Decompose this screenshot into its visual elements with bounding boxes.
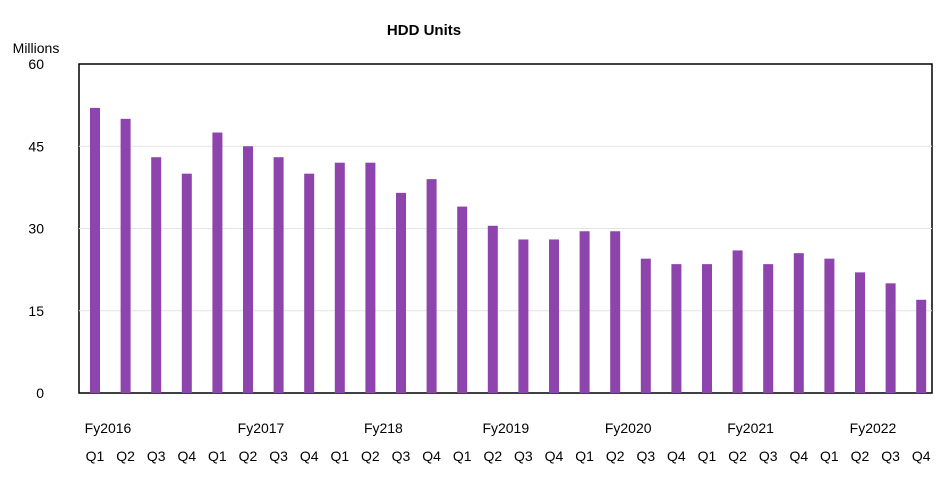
bar: [855, 272, 865, 393]
bar: [671, 264, 682, 393]
y-axis-label: Millions: [13, 40, 60, 56]
x-tick-label: Q1: [86, 448, 105, 464]
x-tick-label: Q2: [728, 448, 747, 464]
x-tick-label: Q3: [147, 448, 166, 464]
bar: [273, 157, 284, 393]
x-tick-label: Q4: [667, 448, 686, 464]
x-tick-label: Q2: [361, 448, 380, 464]
bar: [457, 206, 468, 393]
x-tick-label: Q2: [239, 448, 258, 464]
x-tick-label: Q1: [575, 448, 594, 464]
x-tick-label: Q2: [606, 448, 625, 464]
bar: [579, 231, 590, 393]
x-tick-label: Q4: [545, 448, 564, 464]
bar: [90, 107, 100, 393]
gridlines: [79, 145, 932, 312]
bar: [334, 162, 345, 393]
bar: [518, 239, 529, 393]
x-tick-label: Q1: [698, 448, 717, 464]
bar: [151, 157, 162, 393]
bar: [793, 253, 804, 393]
bars: [90, 107, 927, 393]
bar: [824, 258, 835, 393]
bar: [732, 250, 743, 393]
x-tick-label: Q4: [789, 448, 808, 464]
x-tick-label: Q3: [881, 448, 900, 464]
fiscal-year-label: Fy2017: [238, 420, 285, 436]
x-tick-label: Q4: [422, 448, 441, 464]
x-tick-label: Q1: [330, 448, 349, 464]
x-tick-label: Q3: [269, 448, 288, 464]
y-tick-label: 30: [28, 221, 44, 237]
bar: [763, 264, 774, 393]
bar: [426, 179, 437, 393]
x-tick-label: Q3: [392, 448, 411, 464]
bar: [610, 231, 621, 393]
bar: [549, 239, 559, 393]
fiscal-year-label: Fy2021: [727, 420, 774, 436]
chart-title: HDD Units: [387, 22, 461, 39]
x-axis-quarter-labels: Q1 Q2 Q3 Q4 Q1 Q2 Q3 Q4 Q1 Q2 Q3 Q4 Q1 Q2 Q3 Q4 Q1 Q2 Q3 Q4…: [86, 448, 931, 464]
bar: [396, 192, 406, 393]
x-tick-label: Q3: [636, 448, 655, 464]
x-tick-label: Q2: [116, 448, 135, 464]
bar: [212, 132, 223, 393]
x-tick-label: Q1: [820, 448, 839, 464]
bar: [181, 173, 192, 393]
fiscal-year-label: Fy2022: [850, 420, 897, 436]
y-axis-ticks: 0 15 30 45 60: [28, 56, 44, 401]
fiscal-year-label: Fy2020: [605, 420, 652, 436]
y-tick-label: 45: [28, 138, 44, 154]
bar: [487, 225, 498, 393]
fiscal-year-label: Fy218: [364, 420, 403, 436]
y-tick-label: 15: [28, 303, 44, 319]
fiscal-year-label: Fy2019: [482, 420, 529, 436]
bar: [885, 283, 896, 393]
bar: [243, 146, 253, 393]
fiscal-year-label: Fy2016: [85, 420, 132, 436]
x-tick-label: Q2: [851, 448, 870, 464]
x-tick-label: Q3: [514, 448, 533, 464]
bar: [702, 264, 712, 393]
x-tick-label: Q1: [453, 448, 472, 464]
y-tick-label: 0: [36, 385, 44, 401]
bar: [365, 162, 376, 393]
x-tick-label: Q2: [483, 448, 502, 464]
bar: [304, 173, 315, 393]
bar: [120, 118, 131, 393]
x-axis-fiscal-year-labels: Fy2016 Fy2017 Fy218 Fy2019 Fy2020 Fy2021 Fy202…: [85, 420, 897, 436]
x-tick-label: Q4: [300, 448, 319, 464]
bar: [916, 299, 927, 393]
x-tick-label: Q4: [177, 448, 196, 464]
x-tick-label: Q1: [208, 448, 227, 464]
bar: [640, 258, 651, 393]
x-tick-label: Q4: [912, 448, 931, 464]
x-tick-label: Q3: [759, 448, 778, 464]
y-tick-label: 60: [28, 56, 44, 72]
